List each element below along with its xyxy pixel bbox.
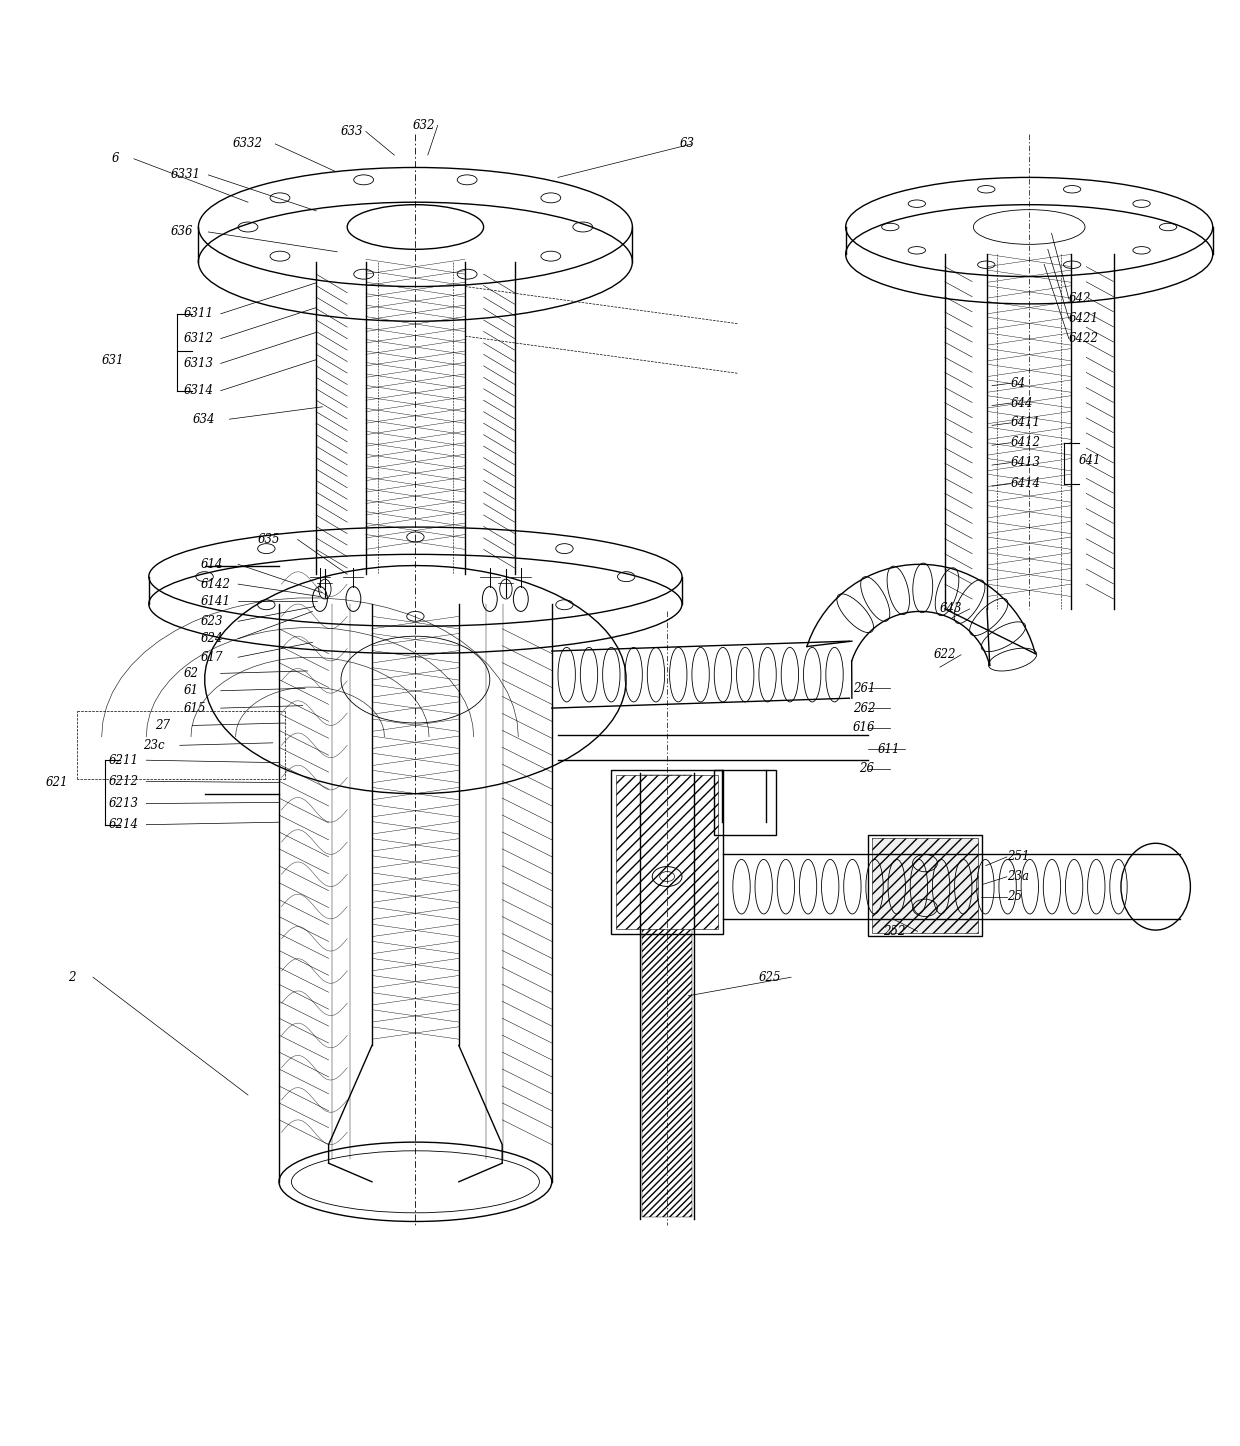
Text: 624: 624 bbox=[201, 632, 223, 645]
Text: 611: 611 bbox=[878, 743, 900, 756]
Text: 25: 25 bbox=[1007, 891, 1022, 904]
Text: 6421: 6421 bbox=[1069, 312, 1099, 325]
Text: 6331: 6331 bbox=[171, 168, 201, 181]
Text: 643: 643 bbox=[940, 603, 962, 616]
Text: 62: 62 bbox=[184, 667, 198, 680]
Text: 6332: 6332 bbox=[233, 137, 263, 150]
Text: 6411: 6411 bbox=[1011, 416, 1040, 429]
Text: 23a: 23a bbox=[1007, 870, 1029, 884]
Text: 614: 614 bbox=[201, 558, 223, 571]
Text: 641: 641 bbox=[1079, 454, 1101, 467]
Text: 632: 632 bbox=[413, 119, 435, 132]
Text: 6211: 6211 bbox=[109, 753, 139, 766]
Text: 26: 26 bbox=[859, 762, 874, 775]
Text: 635: 635 bbox=[258, 534, 280, 547]
Text: 6413: 6413 bbox=[1011, 455, 1040, 469]
Text: 642: 642 bbox=[1069, 292, 1091, 305]
Text: 622: 622 bbox=[934, 648, 956, 661]
Text: 634: 634 bbox=[192, 412, 215, 425]
Text: 64: 64 bbox=[1011, 377, 1025, 390]
Text: 6414: 6414 bbox=[1011, 477, 1040, 490]
Text: 2: 2 bbox=[68, 970, 76, 983]
Bar bbox=[868, 834, 982, 936]
Text: 6314: 6314 bbox=[184, 385, 213, 398]
Text: 615: 615 bbox=[184, 701, 206, 714]
Bar bbox=[611, 771, 723, 934]
Bar bbox=[872, 839, 978, 933]
Bar bbox=[642, 775, 692, 1216]
Text: 6212: 6212 bbox=[109, 775, 139, 788]
Text: 644: 644 bbox=[1011, 396, 1033, 409]
Text: 6: 6 bbox=[112, 152, 119, 165]
Text: 6412: 6412 bbox=[1011, 437, 1040, 450]
Text: 625: 625 bbox=[759, 970, 781, 983]
Text: 23c: 23c bbox=[143, 739, 164, 752]
Text: 636: 636 bbox=[171, 226, 193, 239]
Bar bbox=[714, 771, 776, 834]
Text: 262: 262 bbox=[853, 701, 875, 714]
Bar bbox=[616, 775, 718, 928]
Text: 6422: 6422 bbox=[1069, 333, 1099, 346]
Text: 633: 633 bbox=[341, 124, 363, 137]
Text: 6311: 6311 bbox=[184, 308, 213, 321]
Text: 617: 617 bbox=[201, 651, 223, 664]
Text: 623: 623 bbox=[201, 615, 223, 628]
Text: 251: 251 bbox=[1007, 850, 1029, 863]
Text: 616: 616 bbox=[853, 722, 875, 735]
Text: 6312: 6312 bbox=[184, 333, 213, 346]
Text: 261: 261 bbox=[853, 681, 875, 694]
Text: 6313: 6313 bbox=[184, 357, 213, 370]
Text: 6213: 6213 bbox=[109, 797, 139, 810]
Text: 621: 621 bbox=[46, 777, 68, 790]
Text: 6141: 6141 bbox=[201, 594, 231, 607]
Text: 27: 27 bbox=[155, 719, 170, 732]
Text: 6142: 6142 bbox=[201, 577, 231, 590]
Text: 63: 63 bbox=[680, 137, 694, 150]
Text: 631: 631 bbox=[102, 354, 124, 367]
Text: 61: 61 bbox=[184, 684, 198, 697]
Text: 252: 252 bbox=[883, 925, 905, 938]
Text: 6214: 6214 bbox=[109, 818, 139, 831]
